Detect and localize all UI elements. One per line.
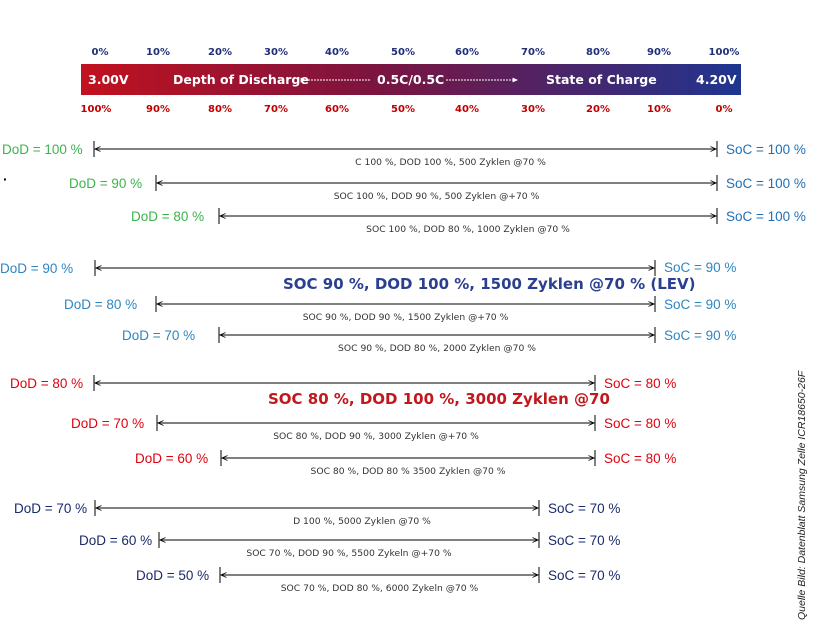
cycle-row: DoD = 50 % SoC = 70 % SOC 70 %, DOD 80 %, …: [136, 567, 620, 594]
cycle-row: DoD = 70 % SoC = 70 % D 100 %, 5000 Zyklen…: [14, 500, 620, 527]
cycle-description: SOC 80 %, DOD 90 %, 3000 Zyklen @+70 %: [273, 431, 479, 442]
source-note: Quelle Bild: Datenblatt Samsung Zelle IC…: [796, 370, 808, 620]
scale-bottom-label: 10%: [647, 104, 671, 115]
soc-label: SoC = 100 %: [726, 209, 806, 224]
scale-top-label: 90%: [647, 47, 671, 58]
dod-label: DoD = 80 %: [10, 376, 83, 391]
bar-left-text: Depth of Discharge: [173, 72, 309, 87]
scale-bottom-label: 60%: [325, 104, 349, 115]
cycle-row: DoD = 70 % SoC = 90 % SOC 90 %, DOD 80 %, …: [122, 327, 736, 354]
dod-label: DoD = 70 %: [71, 416, 144, 431]
cycle-description: D 100 %, 5000 Zyklen @70 %: [293, 516, 431, 527]
dod-label: DoD = 80 %: [64, 297, 137, 312]
scale-top-label: 60%: [455, 47, 479, 58]
scale-top-label: 100%: [709, 47, 740, 58]
scale-top-label: 10%: [146, 47, 170, 58]
cycle-row: DoD = 100 % SoC = 100 % C 100 %, DOD 100 %…: [2, 141, 806, 168]
soc-label: SoC = 70 %: [548, 501, 620, 516]
dod-label: DoD = 100 %: [2, 142, 83, 157]
dod-label: DoD = 70 %: [122, 328, 195, 343]
scale-bottom-label: 40%: [455, 104, 479, 115]
scale-bottom-label: 0%: [716, 104, 733, 115]
highlight-soc90: SOC 90 %, DOD 100 %, 1500 Zyklen @70 % (…: [283, 275, 695, 293]
cycle-row: DoD = 90 % SoC = 100 % SOC 100 %, DOD 90 %…: [69, 175, 806, 202]
scale-bottom-label: 50%: [391, 104, 415, 115]
cycle-row: DoD = 80 % SoC = 90 % SOC 90 %, DOD 90 %, …: [64, 296, 736, 323]
scale-bottom-label: 70%: [264, 104, 288, 115]
stray-bullet: ·: [3, 171, 8, 187]
scale-bottom-label: 20%: [586, 104, 610, 115]
dod-label: DoD = 60 %: [79, 533, 152, 548]
soc-label: SoC = 90 %: [664, 260, 736, 275]
bar-right-voltage: 4.20V: [696, 72, 737, 87]
bar-center-text: 0.5C/0.5C: [377, 72, 444, 87]
dod-label: DoD = 90 %: [0, 261, 73, 276]
soc-label: SoC = 100 %: [726, 142, 806, 157]
highlight-soc80: SOC 80 %, DOD 100 %, 3000 Zyklen @70: [268, 390, 610, 408]
bar-left-voltage: 3.00V: [88, 72, 129, 87]
cycle-description: C 100 %, DOD 100 %, 500 Zyklen @70 %: [355, 157, 546, 168]
charge-gradient-bar: [81, 64, 741, 95]
cycle-row: DoD = 60 % SoC = 70 % SOC 70 %, DOD 90 %, …: [79, 532, 620, 559]
scale-bottom-label: 90%: [146, 104, 170, 115]
cycle-description: SOC 70 %, DOD 80 %, 6000 Zykeln @70 %: [281, 583, 479, 594]
scale-top-label: 0%: [92, 47, 109, 58]
dod-label: DoD = 70 %: [14, 501, 87, 516]
dod-label: DoD = 50 %: [136, 568, 209, 583]
cycle-row: DoD = 60 % SoC = 80 % SOC 80 %, DOD 80 % 3…: [135, 450, 676, 477]
soc-label: SoC = 70 %: [548, 533, 620, 548]
scale-top-label: 80%: [586, 47, 610, 58]
soc-label: SoC = 80 %: [604, 416, 676, 431]
dod-scale-bottom: 100% 90% 80% 70% 60% 50% 40% 30% 20% 10% 0%: [81, 104, 733, 115]
cycle-description: SOC 90 %, DOD 80 %, 2000 Zyklen @70 %: [338, 343, 536, 354]
cycle-row: DoD = 90 % SoC = 90 %: [0, 260, 736, 276]
cycle-description: SOC 90 %, DOD 90 %, 1500 Zyklen @+70 %: [303, 312, 509, 323]
cycle-description: SOC 70 %, DOD 90 %, 5500 Zykeln @+70 %: [246, 548, 452, 559]
scale-top-label: 70%: [521, 47, 545, 58]
soc-label: SoC = 100 %: [726, 176, 806, 191]
scale-top-label: 30%: [264, 47, 288, 58]
soc-label: SoC = 80 %: [604, 376, 676, 391]
soc-label: SoC = 70 %: [548, 568, 620, 583]
scale-top-label: 20%: [208, 47, 232, 58]
soc-label: SoC = 80 %: [604, 451, 676, 466]
cycle-description: SOC 80 %, DOD 80 % 3500 Zyklen @70 %: [311, 466, 506, 477]
scale-bottom-label: 100%: [81, 104, 112, 115]
soc-label: SoC = 90 %: [664, 328, 736, 343]
bar-right-text: State of Charge: [546, 72, 657, 87]
soc-scale-top: 0% 10% 20% 30% 40% 50% 60% 70% 80% 90% 100%: [92, 47, 740, 58]
scale-top-label: 50%: [391, 47, 415, 58]
dod-label: DoD = 60 %: [135, 451, 208, 466]
cycle-row: DoD = 70 % SoC = 80 % SOC 80 %, DOD 90 %, …: [71, 415, 676, 442]
soc-label: SoC = 90 %: [664, 297, 736, 312]
scale-bottom-label: 30%: [521, 104, 545, 115]
cycle-description: SOC 100 %, DOD 90 %, 500 Zyklen @+70 %: [334, 191, 540, 202]
dod-label: DoD = 80 %: [131, 209, 204, 224]
cycle-row: DoD = 80 % SoC = 80 %: [10, 375, 676, 391]
cycle-description: SOC 100 %, DOD 80 %, 1000 Zyklen @70 %: [366, 224, 570, 235]
scale-top-label: 40%: [325, 47, 349, 58]
dod-label: DoD = 90 %: [69, 176, 142, 191]
cycle-row: DoD = 80 % SoC = 100 % SOC 100 %, DOD 80 %…: [131, 208, 806, 235]
cycle-rows: DoD = 100 % SoC = 100 % C 100 %, DOD 100 %…: [0, 141, 806, 594]
scale-bottom-label: 80%: [208, 104, 232, 115]
